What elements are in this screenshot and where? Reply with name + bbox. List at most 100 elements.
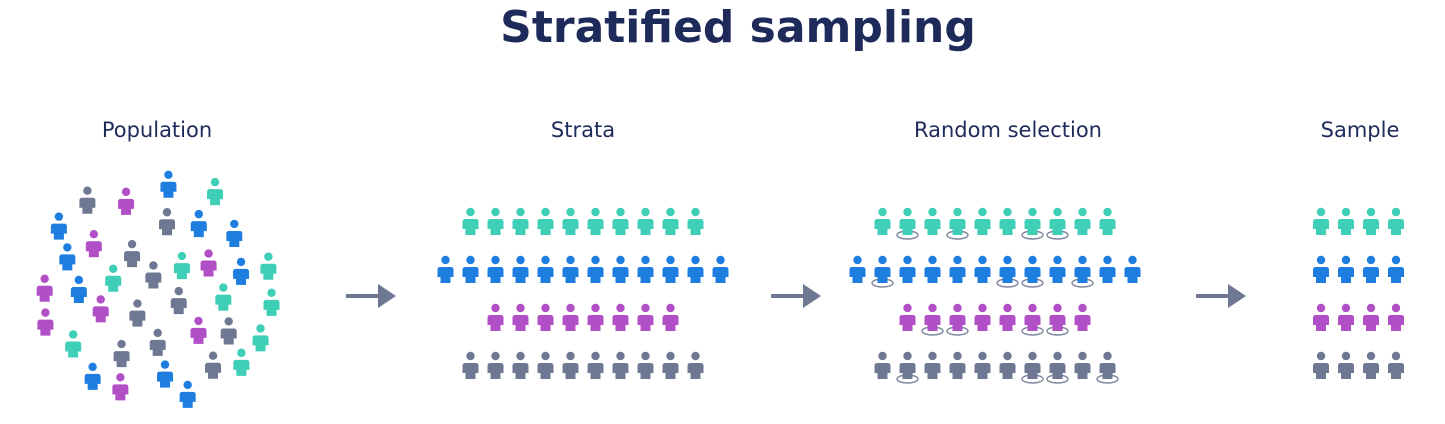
- person-icon: [612, 255, 629, 283]
- person-icon: [220, 317, 237, 345]
- stage-label-strata: Strata: [551, 118, 615, 142]
- person-icon: [160, 170, 177, 198]
- arrow-right-icon: [346, 284, 396, 308]
- person-icon: [1313, 303, 1329, 331]
- person-icon: [1363, 207, 1379, 235]
- stage-label-random-selection: Random selection: [914, 118, 1102, 142]
- person-icon: [487, 207, 504, 235]
- person-icon: [974, 207, 991, 235]
- person-icon: [512, 255, 529, 283]
- person-icon: [996, 255, 1019, 288]
- person-icon: [512, 351, 529, 379]
- flow-arrows: [346, 284, 1246, 308]
- person-icon: [974, 255, 991, 283]
- person-icon: [200, 249, 217, 277]
- person-icon: [874, 207, 891, 235]
- person-icon: [170, 286, 187, 315]
- sample-rows: [1313, 207, 1404, 379]
- person-icon: [1388, 351, 1404, 379]
- person-icon: [179, 380, 196, 408]
- person-icon: [512, 207, 529, 235]
- person-icon: [263, 288, 280, 316]
- person-icon: [190, 209, 207, 238]
- person-icon: [190, 316, 207, 344]
- arrow-right-icon: [771, 284, 821, 308]
- person-icon: [226, 219, 243, 247]
- person-icon: [999, 351, 1016, 379]
- person-icon: [974, 303, 991, 331]
- person-icon: [487, 255, 504, 283]
- person-icon: [1021, 351, 1044, 384]
- person-icon: [662, 303, 679, 331]
- person-icon: [1074, 207, 1091, 235]
- person-icon: [712, 255, 729, 283]
- person-icon: [1096, 351, 1119, 384]
- person-icon: [36, 274, 53, 302]
- person-icon: [105, 264, 122, 292]
- person-icon: [149, 328, 166, 356]
- person-icon: [207, 177, 224, 206]
- person-icon: [637, 255, 654, 283]
- person-icon: [260, 252, 277, 280]
- person-icon: [537, 207, 554, 235]
- person-icon: [562, 303, 579, 331]
- person-icon: [1046, 207, 1069, 240]
- person-icon: [1363, 255, 1379, 283]
- person-icon: [145, 261, 162, 289]
- person-icon: [1388, 255, 1404, 283]
- person-icon: [173, 251, 190, 280]
- person-icon: [1074, 351, 1091, 379]
- person-icon: [1046, 303, 1069, 336]
- person-icon: [874, 351, 891, 379]
- diagram-title: Stratified sampling: [500, 2, 976, 53]
- strata-rows: [437, 207, 729, 379]
- person-icon: [899, 255, 916, 283]
- person-icon: [205, 351, 222, 379]
- person-icon: [1338, 207, 1354, 235]
- person-icon: [662, 351, 679, 379]
- person-icon: [512, 303, 529, 331]
- person-icon: [612, 303, 629, 331]
- person-icon: [252, 324, 269, 352]
- person-icon: [946, 207, 969, 240]
- person-icon: [924, 351, 941, 379]
- population-cluster: [36, 170, 280, 408]
- person-icon: [85, 230, 102, 258]
- person-icon: [487, 303, 504, 331]
- person-icon: [562, 207, 579, 235]
- person-icon: [1388, 207, 1404, 235]
- person-icon: [1074, 303, 1091, 331]
- person-icon: [612, 351, 629, 379]
- person-icon: [65, 330, 82, 358]
- person-icon: [974, 351, 991, 379]
- person-icon: [1021, 303, 1044, 336]
- person-icon: [896, 351, 919, 384]
- person-icon: [233, 257, 250, 285]
- person-icon: [59, 243, 76, 271]
- stage-label-sample: Sample: [1321, 118, 1400, 142]
- person-icon: [1338, 255, 1354, 283]
- person-icon: [899, 303, 916, 331]
- person-icon: [537, 351, 554, 379]
- person-icon: [129, 299, 146, 327]
- person-icon: [562, 351, 579, 379]
- person-icon: [612, 207, 629, 235]
- person-icon: [1046, 351, 1069, 384]
- person-icon: [949, 255, 966, 283]
- person-icon: [587, 207, 604, 235]
- random-selection-rows: [849, 207, 1141, 384]
- person-icon: [462, 351, 479, 379]
- person-icon: [1021, 255, 1044, 288]
- person-icon: [637, 207, 654, 235]
- person-icon: [157, 360, 174, 388]
- person-icon: [1338, 351, 1354, 379]
- person-icon: [1313, 255, 1329, 283]
- person-icon: [1124, 255, 1141, 283]
- person-icon: [537, 255, 554, 283]
- person-icon: [92, 295, 109, 323]
- person-icon: [999, 303, 1016, 331]
- person-icon: [1363, 303, 1379, 331]
- person-icon: [437, 255, 454, 283]
- person-icon: [662, 255, 679, 283]
